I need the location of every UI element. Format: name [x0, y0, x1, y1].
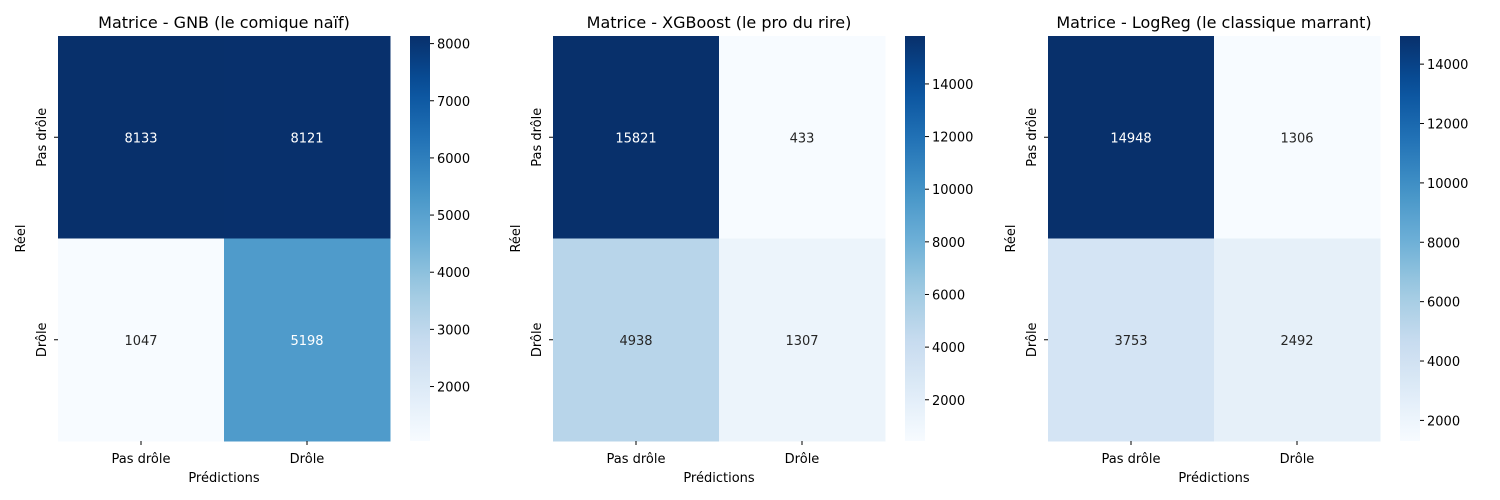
cell-value-label: 8133	[124, 131, 157, 146]
x-tick-label: Drôle	[290, 452, 325, 467]
cell-value-label: 1047	[124, 334, 157, 349]
y-tick-label: Drôle	[1025, 322, 1040, 357]
cell-value-label: 4938	[619, 334, 652, 349]
cell-value-label: 15821	[615, 131, 656, 146]
heatmap-cell	[224, 238, 391, 442]
y-tick-label: Pas drôle	[1025, 108, 1040, 167]
chart-title: Matrice - LogReg (le classique marrant)	[1056, 13, 1371, 32]
colorbar-tick-label: 12000	[1427, 118, 1468, 133]
y-tick-label: Drôle	[530, 322, 545, 357]
y-axis-label: Réel	[1004, 224, 1019, 252]
cell-value-label: 3753	[1114, 334, 1147, 349]
heatmap-cell	[224, 36, 391, 239]
x-tick-label: Pas drôle	[1101, 452, 1160, 467]
x-tick-label: Drôle	[1280, 452, 1315, 467]
heatmap-panel-3: 14948 1306 3753 2492 Matrice - LogReg (le cl…	[1004, 13, 1468, 486]
cell-value-label: 8121	[290, 131, 323, 146]
heatmap-cell	[58, 36, 225, 239]
y-tick-label: Pas drôle	[530, 108, 545, 167]
heatmap-cell	[1214, 238, 1381, 442]
x-tick-label: Pas drôle	[606, 452, 665, 467]
cell-value-label: 1307	[785, 334, 818, 349]
colorbar-tick-label: 3000	[437, 323, 470, 338]
cell-value-label: 1306	[1280, 131, 1313, 146]
colorbar-tick-label: 10000	[1427, 177, 1468, 192]
y-axis-label: Réel	[14, 224, 29, 252]
colorbar-tick-label: 2000	[932, 394, 965, 409]
cell-value-label: 2492	[1280, 334, 1313, 349]
colorbar-tick-label: 8000	[437, 38, 470, 53]
heatmap-cell	[1048, 238, 1215, 442]
colorbar-tick-label: 4000	[932, 341, 965, 356]
heatmap-cell	[1048, 36, 1215, 239]
colorbar-tick-label: 8000	[932, 236, 965, 251]
colorbar	[905, 36, 925, 441]
x-axis-label: Prédictions	[1178, 471, 1250, 486]
cell-value-label: 433	[790, 131, 815, 146]
x-tick-label: Drôle	[785, 452, 820, 467]
x-axis-label: Prédictions	[683, 471, 755, 486]
heatmap-panel-2: 15821 433 4938 1307 Matrice - XGBoost (le pr…	[509, 13, 973, 486]
heatmap-cell	[553, 36, 720, 239]
heatmap-cell	[719, 238, 886, 442]
colorbar	[410, 36, 430, 441]
colorbar-tick-label: 12000	[932, 131, 973, 146]
chart-title: Matrice - GNB (le comique naïf)	[98, 13, 350, 32]
colorbar-tick-label: 4000	[437, 266, 470, 281]
x-axis-label: Prédictions	[188, 471, 260, 486]
colorbar-tick-label: 6000	[1427, 296, 1460, 311]
colorbar-tick-label: 8000	[1427, 236, 1460, 251]
colorbar-tick-label: 14000	[1427, 58, 1468, 73]
colorbar-tick-label: 14000	[932, 78, 973, 93]
colorbar-tick-label: 6000	[932, 288, 965, 303]
cell-value-label: 14948	[1110, 131, 1151, 146]
x-tick-label: Pas drôle	[111, 452, 170, 467]
colorbar-tick-label: 2000	[1427, 414, 1460, 429]
colorbar-tick-label: 4000	[1427, 355, 1460, 370]
y-axis-label: Réel	[509, 224, 524, 252]
heatmap-cell	[1214, 36, 1381, 239]
colorbar-tick-label: 10000	[932, 183, 973, 198]
heatmap-cell	[719, 36, 886, 239]
y-tick-label: Drôle	[35, 322, 50, 357]
colorbar-tick-label: 5000	[437, 209, 470, 224]
colorbar-tick-label: 2000	[437, 381, 470, 396]
colorbar	[1400, 36, 1420, 441]
cell-value-label: 5198	[290, 334, 323, 349]
chart-title: Matrice - XGBoost (le pro du rire)	[587, 13, 852, 32]
heatmap-cell	[58, 238, 225, 442]
colorbar-tick-label: 7000	[437, 95, 470, 110]
y-tick-label: Pas drôle	[35, 108, 50, 167]
colorbar-tick-label: 6000	[437, 152, 470, 167]
heatmap-cell	[553, 238, 720, 442]
heatmap-panel-1: 8133 8121 1047 5198 Matrice - GNB (le comiqu…	[14, 13, 470, 486]
